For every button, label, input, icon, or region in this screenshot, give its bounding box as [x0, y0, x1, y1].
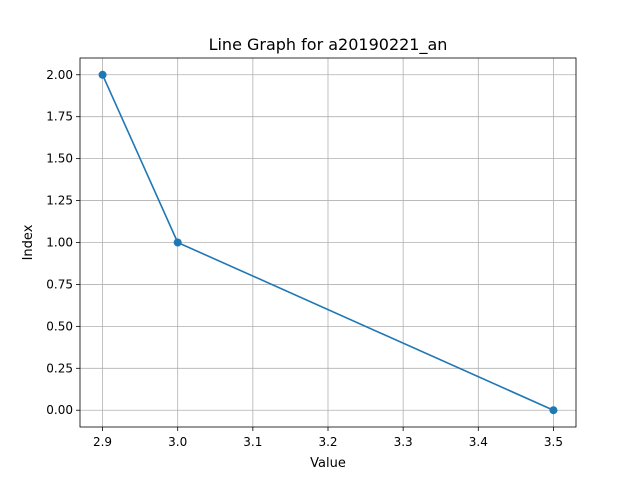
y-tick-label: 0.00 [46, 403, 73, 417]
y-tick-label: 1.50 [46, 152, 73, 166]
x-tick-label: 3.1 [243, 435, 262, 449]
data-point [173, 238, 182, 247]
x-tick-label: 3.4 [469, 435, 488, 449]
chart-title: Line Graph for a20190221_an [209, 35, 448, 55]
y-tick-label: 1.25 [46, 194, 73, 208]
data-point [98, 70, 107, 79]
x-tick-label: 3.5 [544, 435, 563, 449]
data-point [549, 406, 558, 415]
axis-ticks: 2.9 3.0 3.1 3.2 3.3 3.4 3.5 0.00 0.25 0.50 0.75 1.0… [46, 68, 563, 449]
grid-lines [80, 58, 576, 427]
plot-frame [79, 57, 577, 428]
data-series [98, 70, 558, 415]
y-tick-label: 1.75 [46, 110, 73, 124]
x-tick-label: 2.9 [93, 435, 112, 449]
y-tick-label: 1.00 [46, 236, 73, 250]
y-tick-label: 0.50 [46, 319, 73, 333]
y-tick-label: 0.75 [46, 277, 73, 291]
x-tick-label: 3.0 [168, 435, 187, 449]
y-tick-label: 2.00 [46, 68, 73, 82]
x-tick-label: 3.2 [318, 435, 337, 449]
x-tick-label: 3.3 [394, 435, 413, 449]
y-axis-label: Index [21, 224, 36, 260]
y-tick-label: 0.25 [46, 361, 73, 375]
x-axis-label: Value [310, 456, 346, 471]
